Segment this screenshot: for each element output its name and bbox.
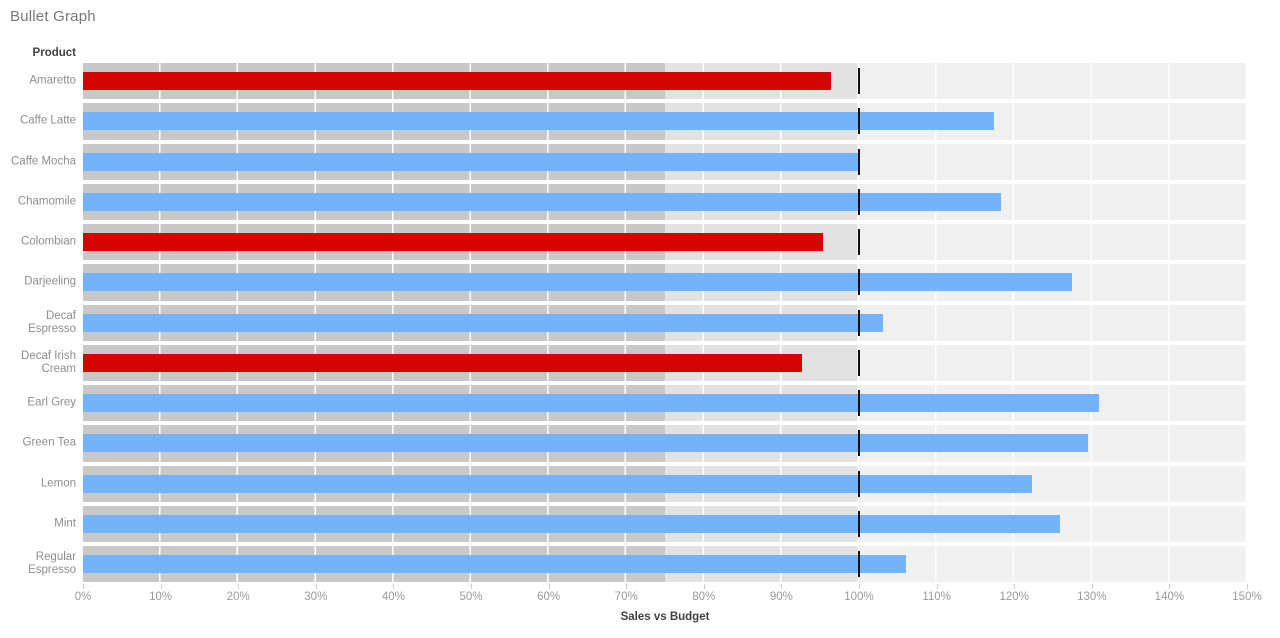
sales-bar[interactable] bbox=[83, 233, 823, 252]
axis-tick bbox=[936, 584, 938, 589]
budget-reference-line bbox=[857, 309, 861, 336]
sales-bar[interactable] bbox=[83, 394, 1099, 413]
sales-bar[interactable] bbox=[83, 192, 1001, 211]
bullet-row: Green Tea bbox=[23, 423, 1247, 463]
sales-bar[interactable] bbox=[83, 434, 1088, 453]
budget-reference-line bbox=[857, 470, 861, 497]
axis-tick bbox=[703, 584, 705, 589]
bullet-row: Darjeeling bbox=[24, 262, 1247, 302]
sales-bar[interactable] bbox=[83, 555, 907, 574]
product-label: Earl Grey bbox=[27, 396, 76, 409]
sales-bar[interactable] bbox=[83, 152, 859, 171]
axis-tick bbox=[83, 584, 84, 589]
axis-tick bbox=[393, 584, 395, 589]
sales-bar[interactable] bbox=[83, 514, 1060, 533]
axis-tick-label: 70% bbox=[614, 591, 638, 603]
product-label: Chamomile bbox=[17, 195, 76, 208]
sales-bar[interactable] bbox=[83, 353, 803, 372]
axis-tick bbox=[859, 584, 860, 589]
product-label: Decaf Irish Cream bbox=[21, 349, 76, 375]
axis-tick bbox=[315, 584, 317, 589]
product-label: Green Tea bbox=[22, 436, 77, 449]
x-axis: 0% 10% 20% 30% 40% 50% 60% 70% 80% 90% 100% 110% 120… bbox=[75, 584, 1262, 606]
axis-tick bbox=[781, 584, 783, 589]
bullet-row: Caffe Latte bbox=[20, 101, 1247, 141]
axis-tick-label: 30% bbox=[304, 591, 328, 603]
axis-tick-label: 130% bbox=[1077, 591, 1107, 603]
axis-tick-label: 80% bbox=[692, 591, 716, 603]
bullet-row: Earl Grey bbox=[27, 383, 1247, 423]
product-label: Colombian bbox=[21, 235, 76, 248]
sales-bar[interactable] bbox=[83, 313, 884, 332]
bullet-row: Regular Espresso bbox=[28, 544, 1247, 584]
product-label: Caffe Mocha bbox=[11, 155, 76, 168]
axis-tick-label: 90% bbox=[769, 591, 793, 603]
budget-reference-line bbox=[857, 68, 861, 95]
sales-bar[interactable] bbox=[83, 112, 995, 131]
axis-tick-label: 120% bbox=[999, 591, 1029, 603]
product-label: Caffe Latte bbox=[19, 114, 76, 127]
product-label: Regular Espresso bbox=[28, 551, 76, 577]
plot-area: Amaretto Caffe Latte Caffe Mocha Chamomile C… bbox=[11, 61, 1247, 584]
budget-reference-line bbox=[857, 390, 861, 417]
product-label: Mint bbox=[54, 517, 76, 530]
axis-tick-label: 140% bbox=[1154, 591, 1185, 603]
axis-tick bbox=[471, 584, 472, 589]
axis-tick-label: 40% bbox=[381, 591, 405, 603]
bullet-row: Lemon bbox=[41, 464, 1247, 504]
budget-reference-line bbox=[857, 188, 861, 215]
budget-reference-line bbox=[857, 551, 861, 578]
row-header-product: Product bbox=[32, 47, 76, 59]
x-axis-title: Sales vs Budget bbox=[620, 611, 710, 623]
axis-tick-label: 150% bbox=[1232, 591, 1262, 603]
axis-tick bbox=[1014, 584, 1016, 589]
axis-tick-label: 0% bbox=[74, 591, 92, 603]
bullet-row: Caffe Mocha bbox=[11, 142, 1247, 182]
budget-reference-line bbox=[857, 229, 861, 256]
bullet-row: Chamomile bbox=[18, 182, 1247, 222]
budget-reference-line bbox=[857, 510, 861, 537]
bullet-row: Decaf Espresso bbox=[28, 303, 1247, 343]
budget-reference-line bbox=[857, 430, 861, 457]
axis-tick bbox=[1169, 584, 1171, 589]
axis-tick-label: 100% bbox=[844, 591, 874, 603]
sales-bar[interactable] bbox=[83, 273, 1072, 292]
bullet-row: Amaretto bbox=[29, 61, 1247, 101]
axis-tick bbox=[626, 584, 628, 589]
axis-tick bbox=[548, 584, 550, 589]
budget-reference-line bbox=[857, 108, 861, 135]
axis-tick bbox=[1091, 584, 1093, 589]
budget-reference-line bbox=[857, 148, 861, 175]
bullet-row: Decaf Irish Cream bbox=[21, 343, 1247, 383]
bullet-row: Colombian bbox=[21, 222, 1247, 262]
axis-tick bbox=[1247, 584, 1248, 589]
product-label: Decaf Espresso bbox=[28, 309, 76, 335]
bullet-row: Mint bbox=[54, 504, 1247, 544]
sales-bar[interactable] bbox=[83, 72, 832, 91]
product-label: Lemon bbox=[40, 477, 76, 490]
chart-title: Bullet Graph bbox=[10, 8, 96, 25]
axis-tick-label: 60% bbox=[537, 591, 561, 603]
axis-tick-label: 20% bbox=[226, 591, 250, 603]
budget-reference-line bbox=[857, 269, 861, 296]
axis-tick bbox=[160, 584, 162, 589]
axis-tick bbox=[238, 584, 240, 589]
axis-tick-label: 110% bbox=[922, 591, 951, 603]
axis-tick-label: 50% bbox=[459, 591, 483, 603]
sales-bar[interactable] bbox=[83, 474, 1033, 493]
product-label: Darjeeling bbox=[24, 275, 76, 288]
product-label: Amaretto bbox=[29, 74, 76, 87]
budget-reference-line bbox=[857, 349, 861, 376]
axis-tick-label: 10% bbox=[149, 591, 173, 603]
